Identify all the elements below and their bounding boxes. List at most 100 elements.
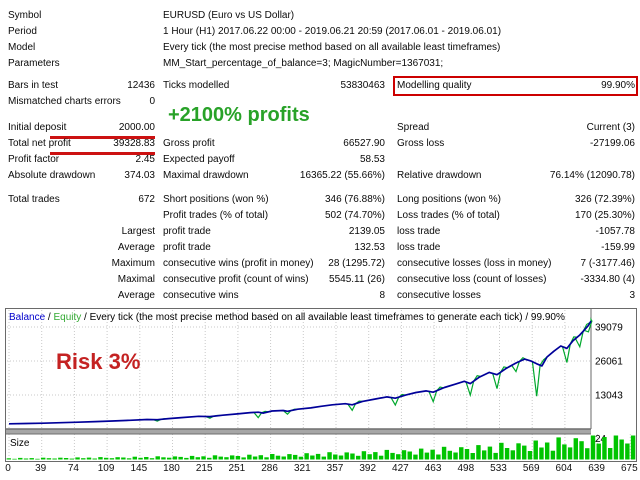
- lot-size-bar: [579, 441, 584, 460]
- report-label: Total net profit: [8, 138, 71, 149]
- x-axis-label: 498: [457, 463, 475, 474]
- lot-size-bar: [447, 450, 453, 460]
- lot-size-bar: [258, 455, 264, 460]
- lot-size-bar: [487, 446, 493, 460]
- report-value: -159.99: [601, 242, 635, 253]
- lot-size-bar: [527, 451, 533, 460]
- lot-size-bar: [218, 456, 223, 460]
- lot-size-bar: [264, 457, 269, 460]
- lot-size-bar: [378, 455, 384, 460]
- lot-size-bar: [384, 449, 390, 460]
- report-label: Spread: [397, 122, 430, 133]
- y-axis-label: 24: [595, 434, 607, 445]
- lot-size-bar: [40, 457, 46, 460]
- report-label: Loss trades (% of total): [397, 210, 500, 221]
- lot-size-bar: [556, 437, 561, 460]
- report-value: 326 (72.39%): [574, 194, 635, 205]
- lot-size-bar: [281, 456, 286, 460]
- lot-size-bar: [252, 456, 258, 460]
- lot-size-bar: [6, 458, 12, 460]
- y-axis-label: 13043: [595, 390, 623, 401]
- lot-size-bar: [539, 447, 544, 460]
- x-axis-label: 463: [424, 463, 442, 474]
- x-axis-label: 74: [67, 463, 79, 474]
- report-label: Model: [8, 42, 36, 53]
- lot-size-bar: [298, 456, 304, 460]
- report-label: Mismatched charts errors: [8, 96, 121, 107]
- report-value: 99.90%: [601, 80, 635, 91]
- x-axis-label: 427: [392, 463, 409, 474]
- size-panel-label: Size: [10, 438, 30, 449]
- report-row: Bars in test 12436 Ticks modelled 53830463 M…: [0, 76, 640, 96]
- lot-size-bar: [510, 450, 516, 460]
- lot-size-bar: [573, 438, 579, 460]
- report-label: consecutive profit (count of wins): [163, 274, 309, 285]
- report-row: Parameters MM_Start_percentage_of_balance…: [0, 56, 640, 72]
- x-axis-label: 357: [326, 463, 344, 474]
- lot-size-bar: [390, 452, 395, 460]
- lot-size-bar: [522, 445, 527, 460]
- lot-size-bar: [63, 458, 69, 460]
- report-label: Bars in test: [8, 80, 59, 91]
- lot-size-bar: [195, 457, 201, 460]
- report-row: Period 1 Hour (H1) 2017.06.22 00:00 - 201…: [0, 24, 640, 40]
- balance-equity-chart: 39079 26061 13043 24 Size Balance / Equity / …: [5, 308, 637, 462]
- report-label: Symbol: [8, 10, 42, 21]
- report-value: -1057.78: [595, 226, 635, 237]
- lot-size-bar: [373, 452, 378, 460]
- lot-size-bar: [235, 456, 241, 460]
- lot-size-bar: [333, 454, 338, 460]
- report-value: 2139.05: [348, 226, 385, 237]
- report-label: Period: [8, 26, 37, 37]
- lot-size-bar: [132, 456, 138, 460]
- lot-size-bar: [464, 449, 470, 460]
- lot-size-bar: [115, 457, 120, 460]
- report-label: Expected payoff: [163, 154, 235, 165]
- report-row: Initial deposit 2000.00 Spread Current (3): [0, 120, 640, 139]
- lot-size-bar: [29, 458, 34, 460]
- lot-size-bar: [46, 458, 52, 460]
- y-axis-label: 26061: [595, 356, 623, 367]
- lot-size-bar: [109, 458, 115, 460]
- lot-size-bar: [144, 457, 149, 460]
- lot-size-bar: [149, 458, 155, 460]
- lot-size-bar: [18, 457, 23, 460]
- x-axis-label: 321: [293, 463, 311, 474]
- lot-size-bar: [275, 455, 281, 460]
- lot-size-bar: [630, 435, 636, 460]
- report-label: consecutive losses: [397, 290, 481, 301]
- chart-legend: Balance / Equity / Every tick (the most …: [9, 312, 565, 323]
- lot-size-bar: [436, 454, 441, 460]
- report-value: Average: [117, 242, 155, 253]
- x-axis-label: 569: [522, 463, 540, 474]
- report-label: Gross loss: [397, 138, 445, 149]
- lot-size-bar: [401, 450, 407, 460]
- lot-size-bar: [367, 454, 372, 460]
- x-axis-label: 392: [359, 463, 377, 474]
- report-label: profit trade: [163, 242, 211, 253]
- report-value: 58.53: [359, 154, 385, 165]
- report-value: 53830463: [340, 80, 386, 91]
- report-value: Maximum: [111, 258, 155, 269]
- report-value: 502 (74.70%): [324, 210, 385, 221]
- balance-line: [8, 320, 592, 425]
- report-section-gap: [0, 110, 640, 120]
- lot-size-bar: [287, 454, 292, 460]
- lot-size-bar: [504, 448, 510, 460]
- lot-size-bar: [344, 452, 349, 460]
- lot-size-bar: [304, 453, 309, 460]
- lot-size-bar: [544, 442, 550, 460]
- report-row: Maximum consecutive wins (profit in money…: [0, 256, 640, 272]
- report-value: 7 (-3177.46): [580, 258, 635, 269]
- x-axis-label: 109: [97, 463, 115, 474]
- report-value: 66527.90: [343, 138, 385, 149]
- x-axis-label: 180: [163, 463, 180, 474]
- report-value: 346 (76.88%): [324, 194, 385, 205]
- report-row: Largest profit trade 2139.05 loss trade -105…: [0, 224, 640, 240]
- report-value: 8: [379, 290, 385, 301]
- lot-size-bar: [499, 442, 504, 460]
- report-row: Model Every tick (the most precise method…: [0, 40, 640, 56]
- report-value: -3334.80 (4): [580, 274, 635, 285]
- lot-size-bar: [75, 457, 80, 460]
- profit-annotation: +2100% profits: [168, 104, 310, 126]
